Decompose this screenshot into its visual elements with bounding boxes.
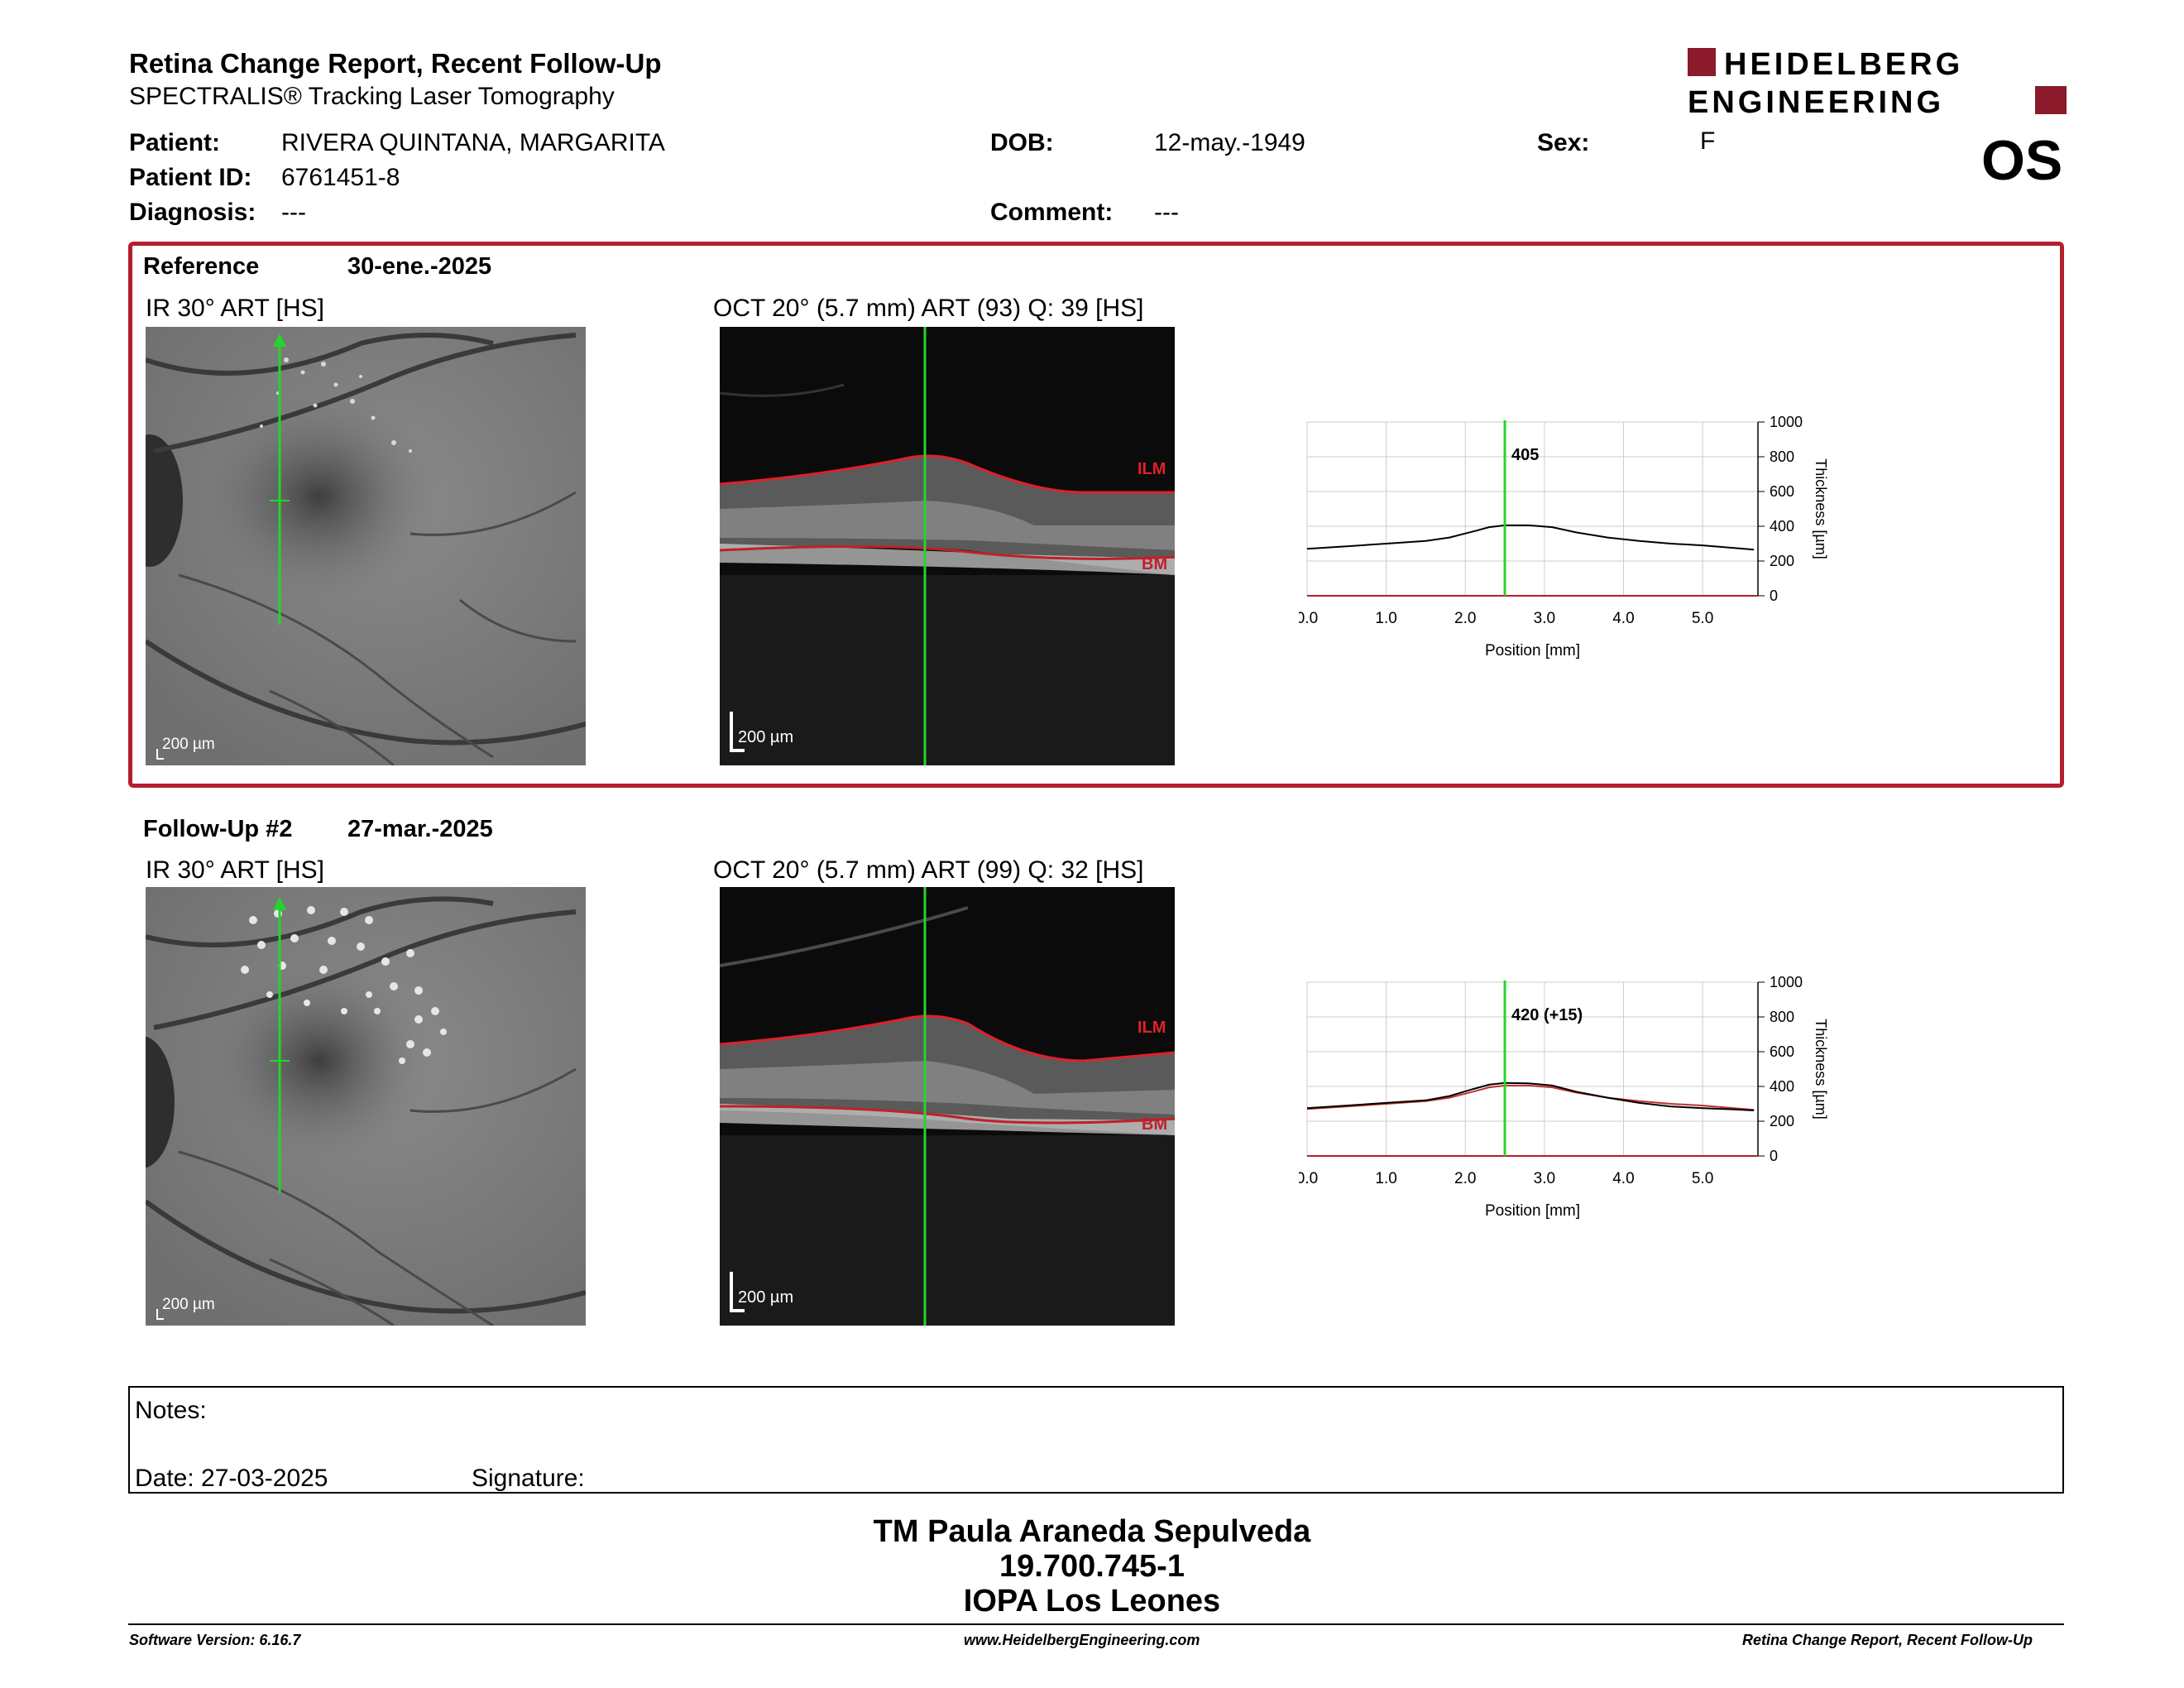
notes-label: Notes: <box>135 1397 207 1424</box>
reference-oct-scale: 200 µm <box>738 728 793 746</box>
reference-oct-label: OCT 20° (5.7 mm) ART (93) Q: 39 [HS] <box>713 295 1144 322</box>
footer-divider <box>128 1623 2064 1625</box>
reference-frame <box>128 242 2064 788</box>
y-tick-label: 1000 <box>1770 414 1803 430</box>
reference-ir-scale: 200 µm <box>162 736 215 753</box>
y-tick-label: 600 <box>1770 1043 1794 1060</box>
reference-ir-label: IR 30° ART [HS] <box>146 295 324 322</box>
reference-bm-label: BM <box>1142 555 1167 573</box>
patient-id-value: 6761451-8 <box>281 164 400 191</box>
eye-indicator: OS <box>1981 129 2063 192</box>
x-tick-label: 4.0 <box>1612 610 1634 627</box>
y-tick-label: 600 <box>1770 483 1794 500</box>
reference-thickness-chart: 0.0 1.0 2.0 3.0 4.0 5.0 0 200 400 600 800 1000 405 Po… <box>1299 414 1829 659</box>
followup-oct-label: OCT 20° (5.7 mm) ART (99) Q: 32 [HS] <box>713 856 1144 884</box>
followup-oct-image: ILM BM 200 µm <box>720 887 1175 1326</box>
report-subtitle: SPECTRALIS® Tracking Laser Tomography <box>129 83 615 110</box>
footer-website[interactable]: www.HeidelbergEngineering.com <box>964 1632 1200 1648</box>
x-tick-label: 5.0 <box>1692 610 1713 627</box>
y-tick-label: 400 <box>1770 518 1794 535</box>
thickness-series-line <box>1306 1081 1755 1111</box>
heidelberg-logo: HEIDELBERG ENGINEERING <box>1688 47 2067 117</box>
x-tick-label: 0.0 <box>1299 1170 1318 1187</box>
notes-box <box>128 1386 2064 1494</box>
dob-label: DOB: <box>990 129 1054 156</box>
reference-ilm-label: ILM <box>1138 460 1166 478</box>
dob-value: 12-may.-1949 <box>1154 129 1305 156</box>
sex-label: Sex: <box>1537 129 1590 156</box>
x-axis-title: Position [mm] <box>1485 642 1580 659</box>
sex-value: F <box>1700 127 1716 155</box>
followup-thickness-chart: 0.0 1.0 2.0 3.0 4.0 5.0 0 200 400 600 800 1000 420 (… <box>1299 974 1829 1220</box>
y-tick-label: 1000 <box>1770 974 1803 990</box>
reference-label: Reference <box>143 253 260 280</box>
marker-value-label: 420 (+15) <box>1511 1006 1583 1024</box>
followup-fundus-image: 200 µm <box>146 887 586 1326</box>
x-tick-label: 5.0 <box>1692 1170 1713 1187</box>
y-tick-label: 0 <box>1770 1148 1778 1164</box>
x-tick-label: 1.0 <box>1375 610 1396 627</box>
y-axis-title: Thickness [µm] <box>1813 1019 1829 1119</box>
footer-report-name: Retina Change Report, Recent Follow-Up <box>1742 1632 2033 1648</box>
footer-version: Software Version: 6.16.7 <box>129 1632 301 1648</box>
followup-bm-label: BM <box>1142 1115 1167 1134</box>
followup-ilm-label: ILM <box>1138 1019 1166 1037</box>
report-title: Retina Change Report, Recent Follow-Up <box>129 48 662 79</box>
patient-name: RIVERA QUINTANA, MARGARITA <box>281 129 665 156</box>
x-tick-label: 4.0 <box>1612 1170 1634 1187</box>
signer-name: TM Paula Araneda Sepulveda <box>873 1514 1311 1549</box>
y-tick-label: 200 <box>1770 1113 1794 1129</box>
x-tick-label: 0.0 <box>1299 610 1318 627</box>
y-axis-title: Thickness [µm] <box>1813 458 1829 559</box>
signer-institution: IOPA Los Leones <box>963 1584 1221 1618</box>
x-tick-label: 3.0 <box>1534 1170 1555 1187</box>
followup-oct-scale: 200 µm <box>738 1288 793 1307</box>
x-tick-label: 1.0 <box>1375 1170 1396 1187</box>
diagnosis-value: --- <box>281 199 306 226</box>
y-tick-label: 200 <box>1770 553 1794 569</box>
x-axis-title: Position [mm] <box>1485 1202 1580 1220</box>
logo-line2: ENGINEERING <box>1688 85 1944 117</box>
diagnosis-label: Diagnosis: <box>129 199 256 226</box>
patient-label: Patient: <box>129 129 221 156</box>
logo-line1: HEIDELBERG <box>1724 47 1963 82</box>
x-tick-label: 2.0 <box>1454 610 1476 627</box>
thickness-series-line <box>1306 1084 1755 1111</box>
y-tick-label: 800 <box>1770 1009 1794 1025</box>
comment-label: Comment: <box>990 199 1114 226</box>
comment-value: --- <box>1154 199 1179 226</box>
followup-date: 27-mar.-2025 <box>347 816 493 842</box>
y-tick-label: 0 <box>1770 587 1778 604</box>
reference-fundus-image: 200 µm <box>146 327 586 765</box>
x-tick-label: 2.0 <box>1454 1170 1476 1187</box>
reference-date: 30-ene.-2025 <box>347 253 492 280</box>
followup-ir-scale: 200 µm <box>162 1296 215 1313</box>
x-tick-label: 3.0 <box>1534 610 1555 627</box>
signer-id: 19.700.745-1 <box>999 1549 1185 1584</box>
followup-label: Follow-Up #2 <box>143 816 293 842</box>
marker-value-label: 405 <box>1511 446 1539 464</box>
logo-square-top <box>1688 48 1716 76</box>
followup-ir-label: IR 30° ART [HS] <box>146 856 324 884</box>
thickness-series-line <box>1306 524 1755 551</box>
reference-oct-image: ILM BM 200 µm <box>720 327 1175 765</box>
y-tick-label: 400 <box>1770 1078 1794 1095</box>
notes-date: Date: 27-03-2025 <box>135 1465 328 1492</box>
logo-square-bottom <box>2035 86 2067 114</box>
y-tick-label: 800 <box>1770 448 1794 465</box>
signature-label: Signature: <box>472 1465 585 1492</box>
patient-id-label: Patient ID: <box>129 164 252 191</box>
